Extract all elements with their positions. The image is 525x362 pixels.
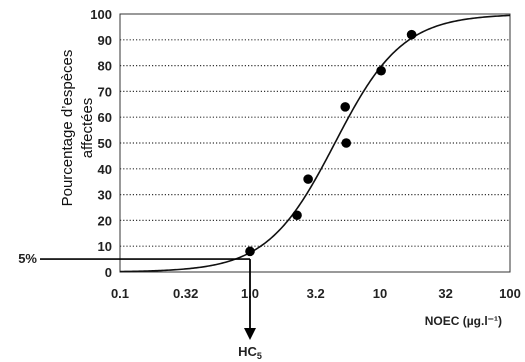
y-tick-label: 60 — [98, 110, 112, 125]
data-point — [376, 65, 386, 76]
annotations: 5% HC5 — [18, 251, 262, 361]
y-tick-label: 50 — [98, 136, 112, 151]
y-tick-label: 30 — [98, 188, 112, 203]
y-tick-label: 40 — [98, 162, 112, 177]
y-tick-label: 70 — [98, 84, 112, 99]
x-tick-label: 100 — [499, 286, 521, 301]
y-tick-label: 100 — [90, 7, 112, 22]
fit-curve — [119, 14, 511, 273]
data-points — [245, 29, 417, 257]
data-point — [303, 174, 313, 184]
data-point — [245, 246, 255, 257]
hc5-label: HC5 — [238, 344, 262, 361]
five-percent-label: 5% — [18, 251, 37, 266]
y-tick-label: 20 — [98, 213, 112, 228]
x-tick-label: 3.2 — [307, 286, 325, 301]
hc5-arrow-head — [244, 328, 256, 340]
y-axis-label-line2: affectées — [79, 98, 96, 159]
hc5-label-main: HC — [238, 344, 257, 359]
x-axis-label: NOEC (µg.l⁻¹) — [425, 314, 502, 328]
data-point — [292, 210, 302, 221]
x-tick-label: 32 — [438, 286, 452, 301]
x-tick-label: 0.32 — [173, 286, 198, 301]
x-tick-labels: 0.1 0.32 1.0 3.2 10 32 100 — [111, 286, 521, 301]
x-tick-label: 10 — [373, 286, 387, 301]
y-tick-labels: 0 10 20 30 40 50 60 70 80 90 100 — [90, 7, 112, 280]
data-point — [341, 138, 352, 148]
fit-curve-group — [119, 14, 511, 273]
y-axis-label-line1: Pourcentage d’espèces — [59, 50, 76, 207]
y-tick-label: 10 — [98, 239, 112, 254]
data-point — [340, 102, 351, 112]
y-tick-label: 80 — [98, 59, 112, 74]
data-point — [406, 29, 417, 40]
x-tick-label: 0.1 — [111, 286, 129, 301]
hc5-label-subscript: 5 — [257, 351, 262, 361]
y-tick-label: 90 — [98, 33, 112, 48]
y-tick-label: 0 — [105, 265, 112, 280]
grid — [120, 39, 510, 247]
